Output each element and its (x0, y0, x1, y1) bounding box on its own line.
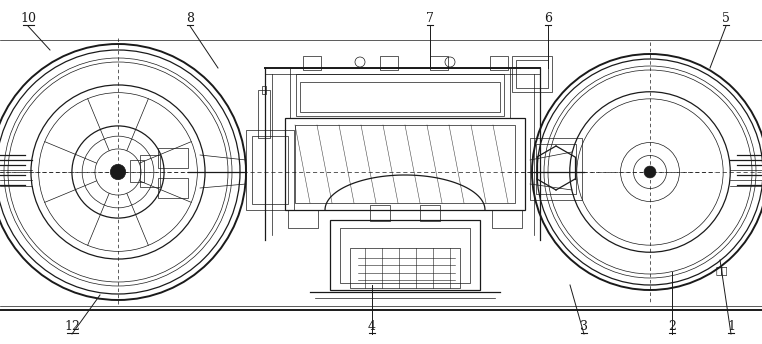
Bar (536, 144, 576, 194)
Bar (350, 248, 460, 288)
Bar (516, 60, 548, 88)
Text: 5: 5 (722, 11, 730, 24)
Text: 3: 3 (580, 320, 588, 333)
Bar (130, 160, 144, 182)
Bar (490, 56, 508, 70)
Text: 轴面: 轴面 (716, 265, 728, 275)
Bar (420, 205, 440, 221)
Bar (158, 178, 188, 198)
Bar (288, 210, 318, 228)
Bar (140, 155, 160, 187)
Bar (295, 125, 515, 203)
Text: 12: 12 (64, 320, 80, 333)
Text: 10: 10 (20, 11, 36, 24)
Bar (258, 90, 270, 138)
Bar (340, 228, 470, 283)
Bar (296, 74, 504, 116)
Bar (252, 136, 288, 204)
Circle shape (110, 164, 126, 180)
Bar (512, 56, 552, 92)
Bar (290, 68, 510, 118)
Text: 1: 1 (727, 320, 735, 333)
Bar (158, 148, 188, 168)
Bar (430, 56, 448, 70)
Bar (330, 220, 480, 290)
Text: 2: 2 (668, 320, 676, 333)
Text: 8: 8 (186, 11, 194, 24)
Circle shape (644, 166, 656, 178)
Bar (530, 138, 582, 200)
Bar (492, 210, 522, 228)
Bar (300, 82, 500, 112)
Text: 7: 7 (426, 11, 434, 24)
Text: 6: 6 (544, 11, 552, 24)
Bar (380, 56, 398, 70)
Bar (246, 130, 294, 210)
Bar (262, 86, 266, 94)
Text: 4: 4 (368, 320, 376, 333)
Bar (303, 56, 321, 70)
Bar (370, 205, 390, 221)
